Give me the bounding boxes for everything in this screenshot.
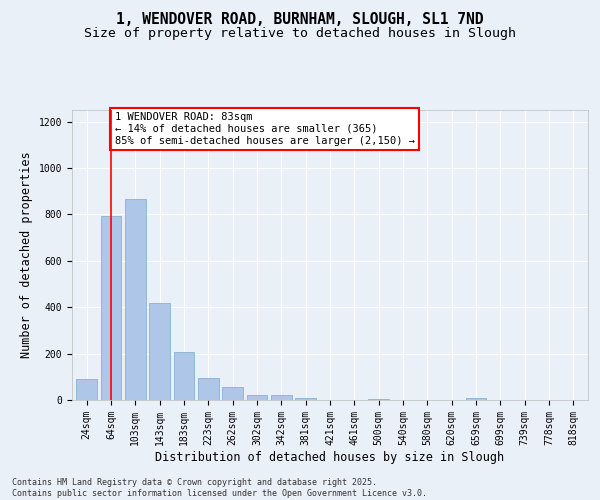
Bar [198, 378, 218, 400]
Bar [247, 396, 268, 400]
Text: 1, WENDOVER ROAD, BURNHAM, SLOUGH, SL1 7ND: 1, WENDOVER ROAD, BURNHAM, SLOUGH, SL1 7… [116, 12, 484, 28]
X-axis label: Distribution of detached houses by size in Slough: Distribution of detached houses by size … [155, 450, 505, 464]
Bar [295, 398, 316, 400]
Text: Size of property relative to detached houses in Slough: Size of property relative to detached ho… [84, 28, 516, 40]
Text: 1 WENDOVER ROAD: 83sqm
← 14% of detached houses are smaller (365)
85% of semi-de: 1 WENDOVER ROAD: 83sqm ← 14% of detached… [115, 112, 415, 146]
Text: Contains HM Land Registry data © Crown copyright and database right 2025.
Contai: Contains HM Land Registry data © Crown c… [12, 478, 427, 498]
Bar [368, 399, 389, 400]
Bar [125, 198, 146, 400]
Bar [101, 216, 121, 400]
Bar [149, 302, 170, 400]
Y-axis label: Number of detached properties: Number of detached properties [20, 152, 33, 358]
Bar [76, 379, 97, 400]
Bar [466, 398, 487, 400]
Bar [222, 387, 243, 400]
Bar [173, 352, 194, 400]
Bar [271, 396, 292, 400]
